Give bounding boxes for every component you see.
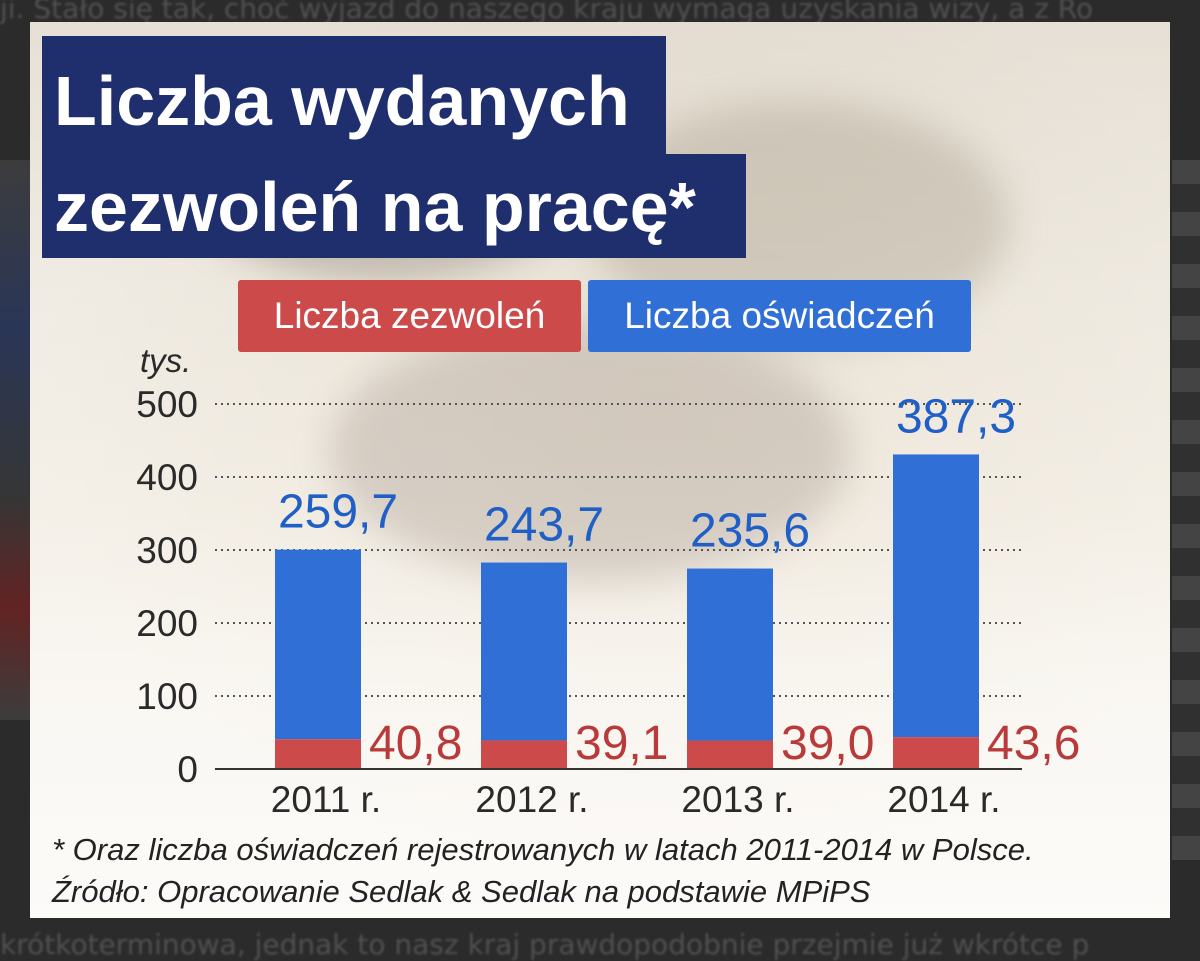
legend-label-declarations: Liczba oświadczeń bbox=[624, 295, 935, 336]
data-label-permits: 43,6 bbox=[987, 717, 1080, 770]
legend-label-permits: Liczba zezwoleń bbox=[273, 295, 546, 336]
data-label-declarations: 243,7 bbox=[484, 499, 604, 552]
data-label-declarations: 259,7 bbox=[278, 486, 398, 539]
y-tick-label: 200 bbox=[136, 603, 198, 644]
data-label-permits: 40,8 bbox=[369, 717, 462, 770]
y-tick-label: 100 bbox=[136, 676, 198, 717]
data-label-declarations: 235,6 bbox=[690, 505, 810, 558]
bar-declarations bbox=[481, 562, 567, 741]
footnote-source: Źródło: Opracowanie Sedlak & Sedlak na p… bbox=[52, 874, 871, 909]
x-tick-label: 2014 r. bbox=[887, 779, 1000, 820]
y-tick-label: 300 bbox=[136, 530, 198, 571]
office-photo-backdrop bbox=[330, 322, 850, 582]
x-tick-label: 2013 r. bbox=[681, 779, 794, 820]
title-background bbox=[42, 154, 746, 258]
background-article-text-bottom: krótkoterminowa, jednak to nasz kraj pra… bbox=[0, 928, 1090, 961]
title-background bbox=[42, 36, 666, 154]
bar-permits bbox=[893, 737, 979, 769]
background-left-strip bbox=[0, 160, 30, 720]
y-tick-label: 0 bbox=[177, 749, 198, 790]
bar-permits bbox=[275, 739, 361, 769]
chart-title-line-1: Liczba wydanych bbox=[54, 62, 630, 140]
y-tick-label: 500 bbox=[136, 384, 198, 425]
bar-permits bbox=[687, 740, 773, 769]
background-right-strip bbox=[1172, 160, 1200, 860]
stacked-bar-chart: tys. 0 100 200 300 400 500 259,7 40,8 2011 r. 243,… bbox=[136, 342, 1080, 820]
y-axis-unit-label: tys. bbox=[140, 342, 191, 379]
background-article-text-top: ji. Stało się tak, choć wyjazd do naszeg… bbox=[0, 0, 1094, 25]
data-label-declarations: 387,3 bbox=[896, 390, 1016, 443]
bar-declarations bbox=[893, 454, 979, 738]
data-label-permits: 39,0 bbox=[781, 717, 874, 770]
bar-permits bbox=[481, 740, 567, 769]
data-label-permits: 39,1 bbox=[575, 717, 668, 770]
x-tick-label: 2011 r. bbox=[271, 779, 381, 820]
infographic-card: Liczba wydanych zezwoleń na pracę* Liczb… bbox=[30, 22, 1170, 918]
legend-item-declarations: Liczba oświadczeń bbox=[588, 280, 971, 352]
footnote-note: * Oraz liczba oświadczeń rejestrowanych … bbox=[52, 832, 1034, 867]
x-tick-label: 2012 r. bbox=[475, 779, 588, 820]
chart-title-line-2: zezwoleń na pracę* bbox=[54, 168, 696, 246]
bar-declarations bbox=[275, 549, 361, 740]
legend-item-permits: Liczba zezwoleń bbox=[238, 280, 581, 352]
bar-declarations bbox=[687, 568, 773, 741]
y-tick-label: 400 bbox=[136, 457, 198, 498]
